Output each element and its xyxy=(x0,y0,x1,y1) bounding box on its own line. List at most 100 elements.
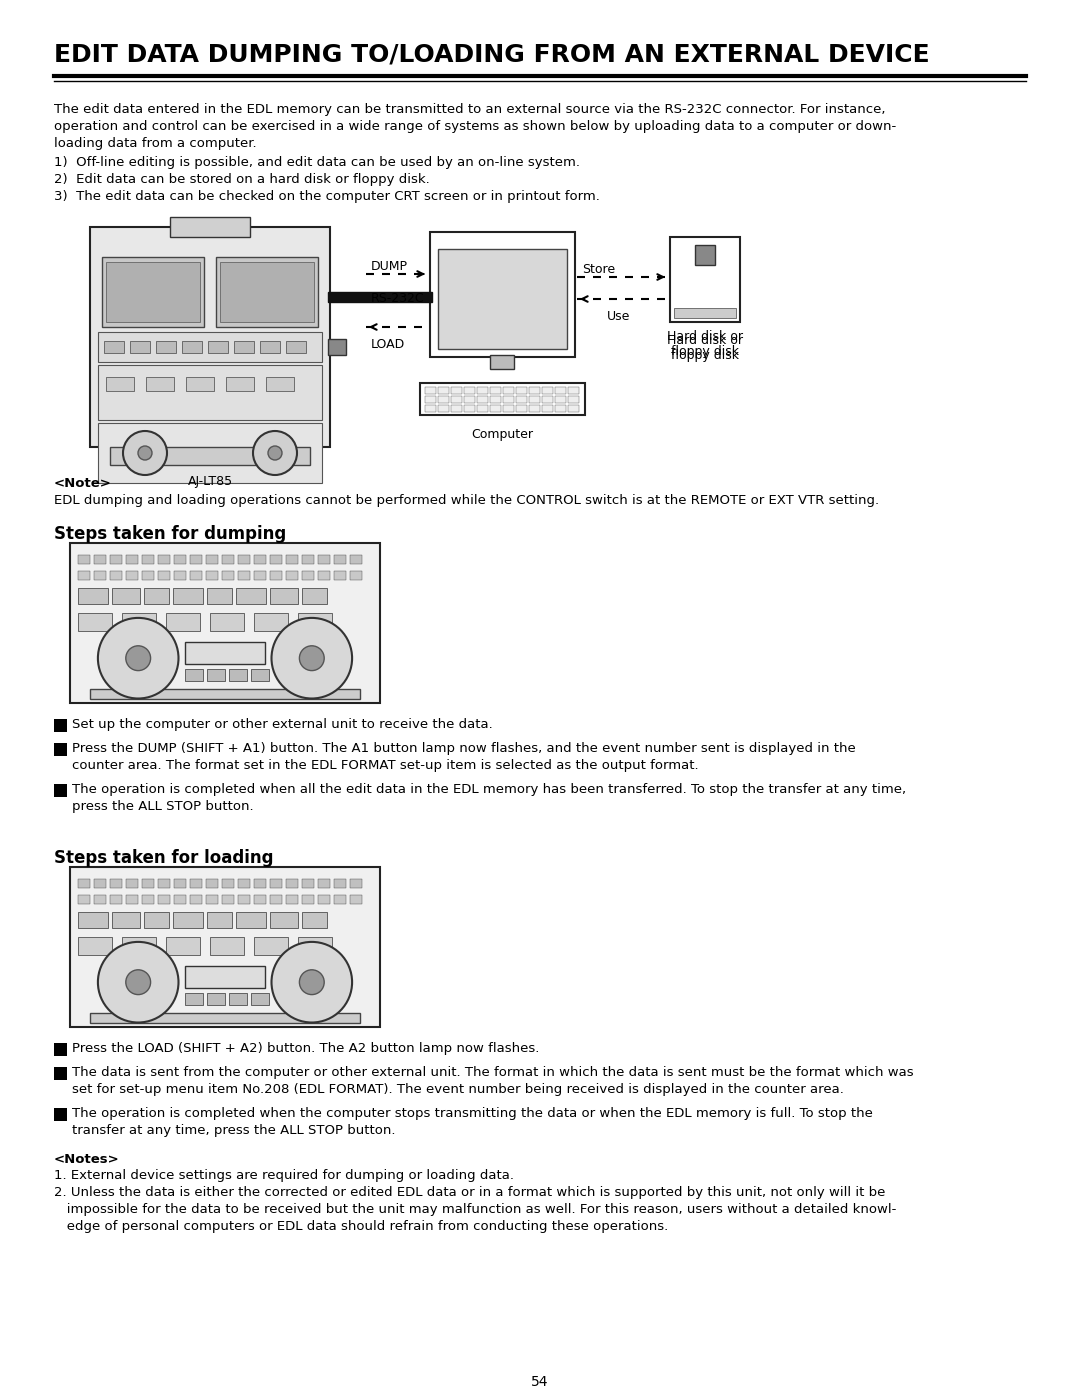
Bar xyxy=(110,571,122,580)
Bar xyxy=(350,555,362,564)
Bar xyxy=(144,588,168,604)
Text: 2. Unless the data is either the corrected or edited EDL data or in a format whi: 2. Unless the data is either the correct… xyxy=(54,1186,886,1199)
Bar xyxy=(173,588,203,604)
Text: 1. External device settings are required for dumping or loading data.: 1. External device settings are required… xyxy=(54,1169,514,1182)
Bar xyxy=(350,571,362,580)
Bar xyxy=(298,613,332,631)
Bar xyxy=(208,341,228,353)
Bar xyxy=(490,405,501,412)
Bar xyxy=(328,292,432,302)
Bar xyxy=(166,613,200,631)
Bar xyxy=(254,879,266,888)
Bar xyxy=(174,555,186,564)
Bar xyxy=(490,395,501,402)
Bar xyxy=(490,355,514,369)
Bar xyxy=(146,377,174,391)
Bar xyxy=(503,395,514,402)
Bar xyxy=(238,555,249,564)
Bar xyxy=(98,365,322,420)
Bar xyxy=(141,571,154,580)
Bar xyxy=(298,937,332,956)
Bar xyxy=(158,571,170,580)
Text: EDIT DATA DUMPING TO/LOADING FROM AN EXTERNAL DEVICE: EDIT DATA DUMPING TO/LOADING FROM AN EXT… xyxy=(54,42,930,66)
Bar xyxy=(238,571,249,580)
Bar xyxy=(318,895,330,904)
Bar xyxy=(555,395,566,402)
Bar xyxy=(229,993,247,1006)
Bar xyxy=(426,387,436,394)
Text: set for set-up menu item No.208 (EDL FORMAT). The event number being received is: set for set-up menu item No.208 (EDL FOR… xyxy=(72,1083,843,1097)
Bar xyxy=(122,937,156,956)
Bar xyxy=(503,405,514,412)
Bar xyxy=(542,395,553,402)
Bar xyxy=(78,895,90,904)
Text: operation and control can be exercised in a wide range of systems as shown below: operation and control can be exercised i… xyxy=(54,120,896,133)
Bar xyxy=(477,395,488,402)
Bar xyxy=(334,879,346,888)
Text: Hard disk or
floppy disk: Hard disk or floppy disk xyxy=(667,334,743,362)
Bar xyxy=(270,571,282,580)
Bar xyxy=(451,405,462,412)
Bar xyxy=(270,588,298,604)
Circle shape xyxy=(299,970,324,995)
Bar xyxy=(254,571,266,580)
Bar xyxy=(90,689,360,698)
Circle shape xyxy=(123,432,167,475)
Bar xyxy=(542,387,553,394)
Bar xyxy=(270,912,298,928)
Bar xyxy=(286,555,298,564)
Text: RS-232C: RS-232C xyxy=(372,292,424,305)
Bar xyxy=(477,405,488,412)
Bar xyxy=(78,588,108,604)
Bar xyxy=(102,257,204,327)
Bar xyxy=(158,879,170,888)
Bar xyxy=(190,895,202,904)
Bar xyxy=(438,395,449,402)
Bar xyxy=(464,405,475,412)
Bar xyxy=(477,387,488,394)
Bar xyxy=(141,555,154,564)
Bar xyxy=(112,588,140,604)
Bar xyxy=(674,307,735,319)
Bar xyxy=(98,332,322,362)
Bar xyxy=(438,249,567,349)
Bar xyxy=(207,993,225,1006)
Text: 3)  The edit data can be checked on the computer CRT screen or in printout form.: 3) The edit data can be checked on the c… xyxy=(54,190,599,203)
Bar xyxy=(130,341,150,353)
Bar xyxy=(318,555,330,564)
Bar xyxy=(54,1067,67,1080)
Bar xyxy=(302,555,314,564)
Bar xyxy=(222,555,234,564)
Bar xyxy=(438,387,449,394)
Bar xyxy=(430,232,575,358)
Circle shape xyxy=(98,617,178,698)
Bar xyxy=(141,879,154,888)
Text: 1: 1 xyxy=(57,721,64,731)
Text: The edit data entered in the EDL memory can be transmitted to an external source: The edit data entered in the EDL memory … xyxy=(54,103,886,116)
Text: 2: 2 xyxy=(57,1069,64,1078)
Text: edge of personal computers or EDL data should refrain from conducting these oper: edge of personal computers or EDL data s… xyxy=(54,1220,669,1234)
Text: 54: 54 xyxy=(531,1375,549,1389)
Bar xyxy=(254,555,266,564)
Bar xyxy=(251,669,269,682)
Text: The operation is completed when all the edit data in the EDL memory has been tra: The operation is completed when all the … xyxy=(72,782,906,796)
Bar xyxy=(94,571,106,580)
Bar xyxy=(78,879,90,888)
Bar xyxy=(350,879,362,888)
Bar xyxy=(126,555,138,564)
Bar xyxy=(144,912,168,928)
Bar xyxy=(112,912,140,928)
Bar xyxy=(426,395,436,402)
Bar xyxy=(529,387,540,394)
Bar xyxy=(542,405,553,412)
Text: Set up the computer or other external unit to receive the data.: Set up the computer or other external un… xyxy=(72,718,492,731)
Bar xyxy=(122,613,156,631)
Text: 1: 1 xyxy=(57,1045,64,1055)
Bar xyxy=(206,555,218,564)
Bar xyxy=(94,895,106,904)
Bar xyxy=(222,571,234,580)
Bar xyxy=(185,993,203,1006)
Bar xyxy=(302,912,327,928)
Bar xyxy=(251,993,269,1006)
Bar xyxy=(207,588,232,604)
